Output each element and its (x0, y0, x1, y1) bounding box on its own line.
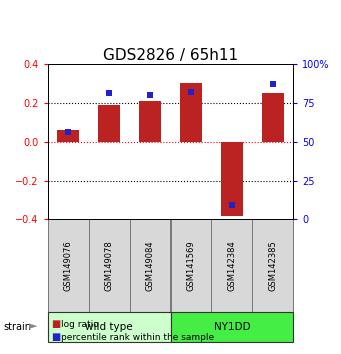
Bar (170, 312, 293, 342)
Bar (48, 219, 89, 312)
Bar (221, 142, 243, 216)
Bar (89, 219, 130, 312)
Point (229, 202, 235, 208)
Bar (211, 219, 252, 312)
Bar (57, 130, 79, 142)
Bar (130, 219, 170, 312)
Bar (139, 101, 161, 142)
Bar (180, 83, 202, 142)
Point (106, 91, 112, 96)
Bar (252, 219, 293, 312)
Text: GSM149078: GSM149078 (105, 240, 114, 291)
Text: ■: ■ (51, 332, 60, 342)
Text: percentile rank within the sample: percentile rank within the sample (61, 333, 214, 342)
Text: wild type: wild type (85, 321, 133, 332)
Bar (262, 93, 284, 142)
Point (65, 130, 71, 135)
Text: strain: strain (3, 321, 31, 332)
Point (270, 81, 276, 87)
Text: NY1DD: NY1DD (213, 321, 250, 332)
Text: GSM142385: GSM142385 (268, 240, 277, 291)
Point (147, 92, 153, 98)
Title: GDS2826 / 65h11: GDS2826 / 65h11 (103, 47, 238, 63)
Text: GSM141569: GSM141569 (187, 240, 195, 291)
Text: GSM142384: GSM142384 (227, 240, 236, 291)
Bar (48, 312, 170, 342)
Bar (170, 219, 211, 312)
Text: GSM149084: GSM149084 (146, 240, 154, 291)
Text: GSM149076: GSM149076 (64, 240, 73, 291)
Text: ■: ■ (51, 319, 60, 329)
Bar (98, 104, 120, 142)
Text: ►: ► (29, 321, 38, 332)
Text: log ratio: log ratio (61, 320, 99, 329)
Point (188, 89, 194, 95)
